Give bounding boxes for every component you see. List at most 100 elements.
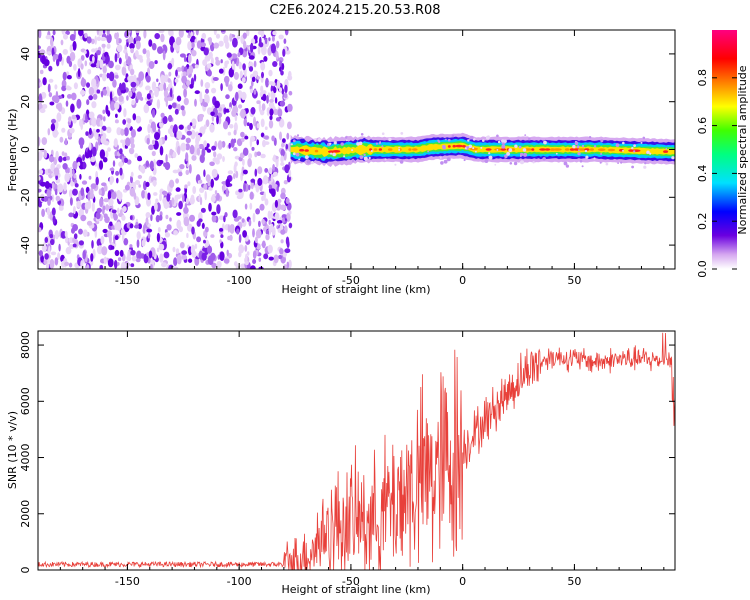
signal-speck <box>345 139 348 142</box>
noise-cell <box>272 30 277 36</box>
noise-cell <box>258 220 261 228</box>
noise-cell <box>233 147 238 152</box>
noise-cell <box>99 149 106 160</box>
noise-cell <box>92 248 96 259</box>
noise-cell <box>54 230 59 240</box>
noise-cell <box>107 147 111 152</box>
noise-cell <box>235 190 240 196</box>
noise-cell <box>54 257 59 266</box>
noise-cell <box>90 253 94 262</box>
noise-cell <box>161 262 167 268</box>
signal-speck <box>488 155 493 160</box>
signal-speck <box>394 163 397 166</box>
noise-cell <box>113 138 118 148</box>
noise-cell <box>143 103 150 114</box>
noise-cell <box>227 84 233 92</box>
spectrogram-y-tick-label: 0 <box>19 146 32 153</box>
signal-speck <box>340 142 344 146</box>
signal-speck <box>381 132 385 135</box>
spectrogram-y-axis-label: Frequency (Hz) <box>6 109 19 192</box>
noise-cell <box>143 30 147 39</box>
noise-cell <box>142 224 146 234</box>
signal-speck <box>472 147 475 150</box>
spectrogram-panel: -150 -100 -50 0 50 -40 -20 0 20 40 Height of stra… <box>6 29 676 296</box>
noise-cell <box>250 265 256 269</box>
noise-cell <box>265 229 269 235</box>
signal-speck <box>588 136 592 139</box>
noise-cell <box>273 171 278 177</box>
signal-speck <box>329 142 332 145</box>
signal-speck <box>451 134 455 138</box>
signal-speck <box>363 156 368 161</box>
noise-cell <box>116 44 123 53</box>
signal-peak <box>589 148 595 151</box>
noise-cell <box>120 139 124 144</box>
signal-speck <box>585 155 589 159</box>
noise-cell <box>223 215 226 223</box>
noise-cell <box>248 184 251 191</box>
noise-cell <box>94 132 99 141</box>
noise-cell <box>175 248 180 255</box>
colorbar-tick-label: 0.0 <box>696 260 709 278</box>
noise-cell <box>38 169 44 175</box>
noise-cell <box>152 124 157 133</box>
noise-cell <box>283 180 288 185</box>
noise-cell <box>181 254 188 260</box>
noise-cell <box>249 202 253 210</box>
noise-cell <box>211 262 217 269</box>
noise-cell <box>79 90 86 96</box>
noise-cell <box>125 52 129 60</box>
noise-cell <box>183 88 188 98</box>
noise-cell <box>69 197 73 206</box>
noise-cell <box>181 75 188 84</box>
noise-cell <box>103 213 108 219</box>
noise-cell <box>123 157 129 163</box>
noise-cell <box>158 137 163 147</box>
noise-cell <box>128 147 135 155</box>
noise-cell <box>135 115 142 124</box>
signal-speck <box>503 139 507 143</box>
noise-cell <box>219 228 224 232</box>
noise-cell <box>276 80 281 89</box>
noise-cell <box>48 245 51 256</box>
noise-cell <box>132 86 136 93</box>
noise-cell <box>240 131 245 138</box>
signal-peak <box>314 149 319 153</box>
noise-cell <box>262 90 267 95</box>
colorbar-label: Normalized spectral amplitude <box>736 65 749 234</box>
noise-cell <box>202 102 208 108</box>
noise-cell <box>189 197 195 205</box>
noise-cell <box>191 35 196 41</box>
noise-cell <box>244 203 248 210</box>
colorbar-tick-label: 0.2 <box>696 212 709 230</box>
spectrogram-y-tick-label: 40 <box>19 47 32 61</box>
noise-cell <box>96 36 102 41</box>
noise-cell <box>52 54 56 62</box>
signal-speck <box>475 150 477 153</box>
noise-cell <box>116 177 119 184</box>
noise-cell <box>84 50 87 55</box>
noise-cell <box>159 160 164 164</box>
noise-cell <box>166 97 173 101</box>
noise-cell <box>107 110 111 117</box>
noise-cell <box>184 184 188 189</box>
snr-panel: -150 -100 -50 0 50 0 2000 4000 6000 8000 Height o… <box>6 330 676 596</box>
signal-speck <box>351 160 355 163</box>
noise-cell <box>142 48 147 55</box>
noise-cell <box>207 255 214 266</box>
signal-speck <box>622 149 624 152</box>
signal-speck <box>378 142 381 145</box>
noise-cell <box>211 211 217 216</box>
noise-cell <box>54 84 58 90</box>
noise-cell <box>84 201 91 210</box>
noise-cell <box>164 232 170 238</box>
noise-cell <box>189 122 193 127</box>
noise-cell <box>279 66 282 72</box>
noise-cell <box>159 122 164 129</box>
noise-cell <box>80 78 87 87</box>
noise-cell <box>252 212 256 223</box>
noise-cell <box>199 187 205 194</box>
noise-cell <box>151 108 156 118</box>
noise-cell <box>92 55 95 63</box>
noise-cell <box>229 234 233 241</box>
